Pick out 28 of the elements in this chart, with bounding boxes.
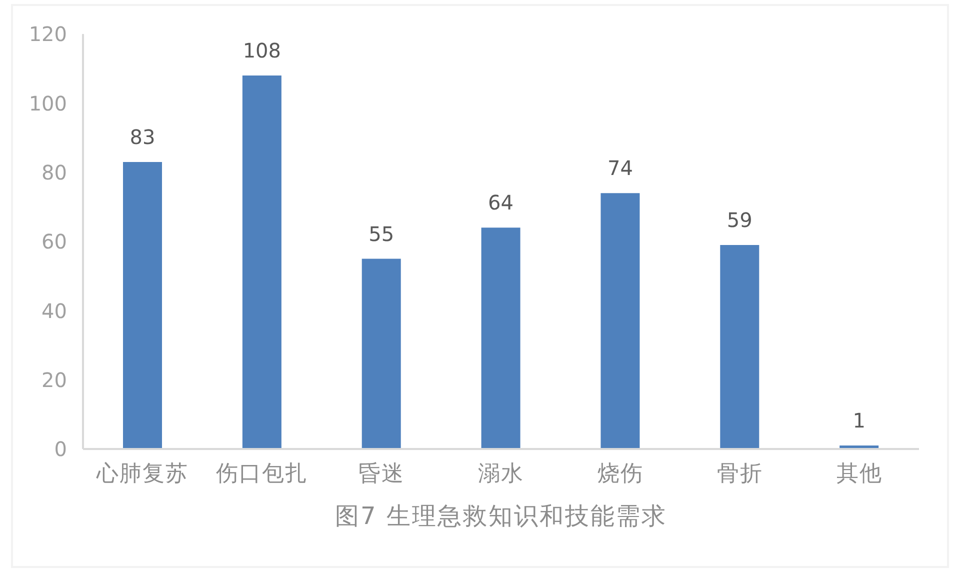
data-label: 55 <box>368 222 394 246</box>
x-tick-label: 心肺复苏 <box>96 462 189 487</box>
data-label: 59 <box>726 208 752 232</box>
y-tick-label: 0 <box>54 437 67 462</box>
y-tick-label: 100 <box>28 91 67 116</box>
data-label: 83 <box>130 124 156 149</box>
y-tick-label: 60 <box>42 230 67 254</box>
data-label: 64 <box>488 190 514 215</box>
data-label: 1 <box>852 408 866 433</box>
x-tick-label: 昏迷 <box>358 462 405 487</box>
bar <box>481 228 520 449</box>
y-tick-label: 20 <box>42 368 67 392</box>
x-tick-label: 骨折 <box>716 462 763 487</box>
text: 图7 生理急救知识和技能需求 <box>334 501 668 532</box>
bar <box>362 258 401 449</box>
x-tick-label: 其他 <box>836 462 882 487</box>
bar <box>123 162 162 449</box>
y-tick-label: 40 <box>42 298 67 323</box>
bar <box>242 76 282 449</box>
bar <box>720 244 760 449</box>
y-tick-label: 120 <box>28 22 67 46</box>
x-tick-label: 溺水 <box>478 462 524 487</box>
x-tick-label: 伤口包扎 <box>216 462 308 487</box>
x-tick-label: 烧伤 <box>597 462 644 487</box>
y-tick-label: 80 <box>42 160 67 184</box>
data-label: 108 <box>242 38 282 62</box>
bar <box>600 193 640 449</box>
data-label: 74 <box>607 156 633 180</box>
